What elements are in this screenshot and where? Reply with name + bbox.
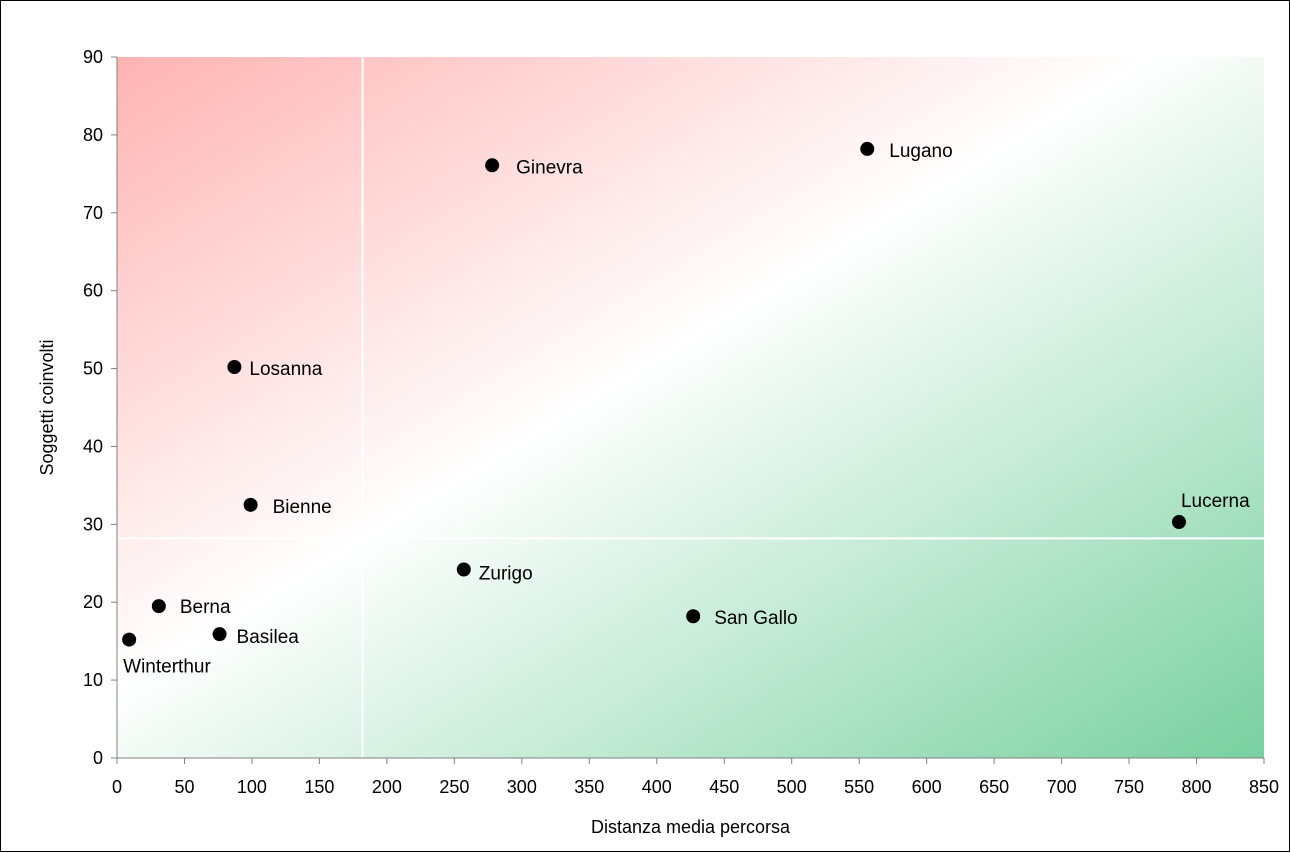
y-tick-label: 60 — [83, 281, 103, 301]
x-tick-label: 150 — [304, 777, 334, 797]
y-tick-label: 50 — [83, 359, 103, 379]
data-label: Lugano — [889, 141, 952, 162]
x-tick-label: 800 — [1182, 777, 1212, 797]
data-label: Zurigo — [479, 564, 533, 585]
data-label: Berna — [180, 597, 231, 618]
y-tick-label: 10 — [83, 670, 103, 690]
x-tick-label: 600 — [912, 777, 942, 797]
data-point-san-gallo — [686, 609, 701, 624]
x-tick-label: 300 — [507, 777, 537, 797]
y-tick-label: 80 — [83, 125, 103, 145]
data-point-lugano — [860, 141, 875, 156]
data-points: Ginevra Lugano Losanna Bienne Lucerna Zurigo S… — [122, 141, 1250, 678]
y-tick-label: 20 — [83, 592, 103, 612]
y-tick-label: 70 — [83, 203, 103, 223]
data-point-winterthur — [122, 632, 137, 647]
y-tick-label: 0 — [93, 748, 103, 768]
x-tick-label: 450 — [709, 777, 739, 797]
x-tick-label: 500 — [777, 777, 807, 797]
data-point-ginevra — [485, 158, 500, 173]
x-tick-label: 250 — [439, 777, 469, 797]
y-tick-label: 40 — [83, 436, 103, 456]
y-axis-title: Soggetti coinvolti — [37, 339, 57, 475]
data-label: Lucerna — [1181, 491, 1250, 512]
axes — [116, 57, 1264, 759]
x-tick-label: 350 — [574, 777, 604, 797]
data-point-losanna — [227, 359, 242, 374]
plot-area — [117, 57, 1264, 758]
data-point-zurigo — [456, 562, 471, 577]
x-tick-label: 550 — [844, 777, 874, 797]
data-point-basilea — [212, 627, 227, 642]
y-axis-ticks: 0 10 20 30 40 50 60 70 80 90 — [83, 47, 117, 768]
data-label: Losanna — [249, 359, 322, 380]
y-tick-label: 90 — [83, 47, 103, 67]
y-tick-label: 30 — [83, 514, 103, 534]
data-label: San Gallo — [714, 608, 797, 629]
x-axis-title: Distanza media percorsa — [591, 817, 791, 837]
x-tick-label: 700 — [1047, 777, 1077, 797]
x-axis-ticks: 0 50 100 150 200 250 300 350 400 450 500 550 600 650 7… — [112, 758, 1279, 797]
data-label: Ginevra — [516, 157, 583, 178]
data-point-lucerna — [1171, 514, 1186, 529]
data-point-bienne — [243, 497, 258, 512]
data-label: Basilea — [237, 627, 300, 648]
x-tick-label: 750 — [1114, 777, 1144, 797]
x-tick-label: 200 — [372, 777, 402, 797]
x-tick-label: 850 — [1249, 777, 1279, 797]
data-label: Bienne — [273, 497, 332, 518]
data-point-berna — [151, 599, 166, 614]
x-tick-label: 0 — [112, 777, 122, 797]
x-tick-label: 100 — [237, 777, 267, 797]
data-label: Winterthur — [123, 657, 211, 678]
x-tick-label: 50 — [174, 777, 194, 797]
x-tick-label: 650 — [979, 777, 1009, 797]
x-tick-label: 400 — [642, 777, 672, 797]
